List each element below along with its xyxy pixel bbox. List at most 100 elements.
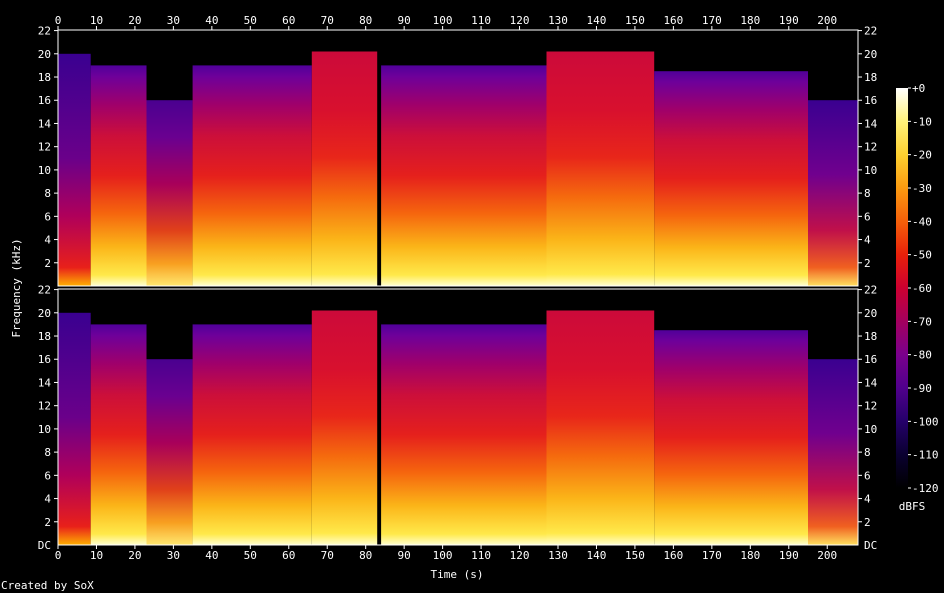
x-tick-label-bottom: 90 (398, 549, 411, 562)
channel-panel-1 (57, 29, 859, 287)
panel-frame (57, 29, 859, 287)
spectrogram-segment (808, 100, 858, 286)
y-tick-label-right: 20 (864, 48, 877, 61)
x-tick-label-bottom: 40 (205, 549, 218, 562)
footer-credit: Created by SoX (1, 579, 94, 592)
x-tick-label-top: 200 (817, 14, 837, 27)
y-tick-label-right: 8 (864, 446, 871, 459)
x-tick-label-top: 50 (244, 14, 257, 27)
y-tick-label-left: 20 (38, 307, 51, 320)
y-tick-label-left: 22 (38, 25, 51, 38)
y-axis-label: Frequency (kHz) (10, 238, 23, 337)
x-tick-label-top: 150 (625, 14, 645, 27)
spectrogram-segment (192, 65, 312, 287)
channel-panel-2 (57, 288, 859, 546)
y-tick-label-left: 4 (44, 234, 51, 247)
y-tick-label-right: 10 (864, 423, 877, 436)
y-tick-label-left: 2 (44, 516, 51, 529)
x-tick-label-top: 20 (128, 14, 141, 27)
x-tick-label-top: 30 (167, 14, 180, 27)
x-tick-label-bottom: 190 (779, 549, 799, 562)
x-tick-label-bottom: 160 (663, 549, 683, 562)
y-tick-label-right: 16 (864, 94, 877, 107)
x-tick-label-top: 180 (740, 14, 760, 27)
colorbar-tick-label: -50 (912, 249, 932, 262)
x-tick-label-bottom: 30 (167, 549, 180, 562)
spectrogram-segment (546, 310, 655, 545)
y-tick-label-right: 10 (864, 164, 877, 177)
y-tick-label-right: 6 (864, 210, 871, 223)
y-tick-label-left: 2 (44, 257, 51, 270)
spectrogram-segment (311, 310, 378, 545)
x-tick-label-bottom: 120 (510, 549, 530, 562)
spectrogram-segment (58, 53, 91, 286)
spectrogram-segment (58, 312, 91, 545)
x-tick-label-top: 170 (702, 14, 722, 27)
x-tick-label-top: 60 (282, 14, 295, 27)
spectrogram-segment (654, 71, 808, 286)
y-tick-label-right: 20 (864, 307, 877, 320)
x-tick-label-bottom: 10 (90, 549, 103, 562)
y-tick-label-right: 8 (864, 187, 871, 200)
x-tick-label-top: 40 (205, 14, 218, 27)
y-tick-label-left: 16 (38, 94, 51, 107)
y-tick-label-right: 12 (864, 141, 877, 154)
y-tick-label-right: 18 (864, 71, 877, 84)
x-tick-label-bottom: 100 (433, 549, 453, 562)
x-tick-label-bottom: 150 (625, 549, 645, 562)
y-tick-label-left: 4 (44, 493, 51, 506)
y-tick-label-right: 14 (864, 117, 878, 130)
y-tick-label-right: 2 (864, 516, 871, 529)
y-tick-label-left: 10 (38, 423, 51, 436)
y-tick-label-right: 6 (864, 469, 871, 482)
colorbar-tick-label: -20 (912, 149, 932, 162)
y-tick-label-left: 6 (44, 469, 51, 482)
y-tick-label-left: 14 (38, 117, 52, 130)
x-tick-label-bottom: 180 (740, 549, 760, 562)
y-tick-label-left: 14 (38, 376, 52, 389)
y-tick-label-right: 14 (864, 376, 878, 389)
y-tick-label-left: 10 (38, 164, 51, 177)
x-tick-label-top: 130 (548, 14, 568, 27)
x-tick-label-bottom: 170 (702, 549, 722, 562)
y-tick-label-left: 18 (38, 330, 51, 343)
x-tick-label-top: 70 (321, 14, 334, 27)
panel-frame (57, 288, 859, 546)
spectrogram-segment (381, 324, 547, 545)
x-tick-label-top: 160 (663, 14, 683, 27)
x-tick-label-top: 90 (398, 14, 411, 27)
colorbar-tick-label: -90 (912, 382, 932, 395)
x-tick-label-top: 190 (779, 14, 799, 27)
x-tick-label-top: 140 (587, 14, 607, 27)
spectrogram-segment (311, 51, 378, 286)
y-tick-label-left: 6 (44, 210, 51, 223)
y-tick-label-right: 4 (864, 234, 871, 247)
x-tick-label-bottom: 110 (471, 549, 491, 562)
x-tick-label-bottom: 60 (282, 549, 295, 562)
y-tick-label-dc-left: DC (38, 539, 51, 552)
spectrogram-segment (808, 359, 858, 545)
colorbar-tick-label: +0 (912, 82, 925, 95)
colorbar-tick-label: -40 (912, 215, 932, 228)
colorbar-tick-label: -10 (912, 115, 932, 128)
x-tick-label-top: 110 (471, 14, 491, 27)
colorbar-tick-label: -30 (912, 182, 932, 195)
y-tick-label-right: 22 (864, 25, 877, 38)
y-tick-label-left: 12 (38, 141, 51, 154)
y-tick-label-left: 16 (38, 353, 51, 366)
y-tick-label-right: 12 (864, 400, 877, 413)
spectrogram-segment (546, 51, 655, 286)
y-tick-label-left: 18 (38, 71, 51, 84)
colorbar-label: dBFS (899, 500, 926, 513)
y-tick-label-right: 18 (864, 330, 877, 343)
spectrogram-segment (381, 65, 547, 287)
x-tick-label-bottom: 70 (321, 549, 334, 562)
y-tick-label-dc-right: DC (864, 539, 877, 552)
colorbar-tick-label: -120 (912, 482, 939, 495)
x-tick-label-bottom: 50 (244, 549, 257, 562)
y-tick-label-right: 2 (864, 257, 871, 270)
y-tick-label-left: 22 (38, 284, 51, 297)
x-tick-label-top: 80 (359, 14, 372, 27)
x-tick-label-top: 120 (510, 14, 530, 27)
